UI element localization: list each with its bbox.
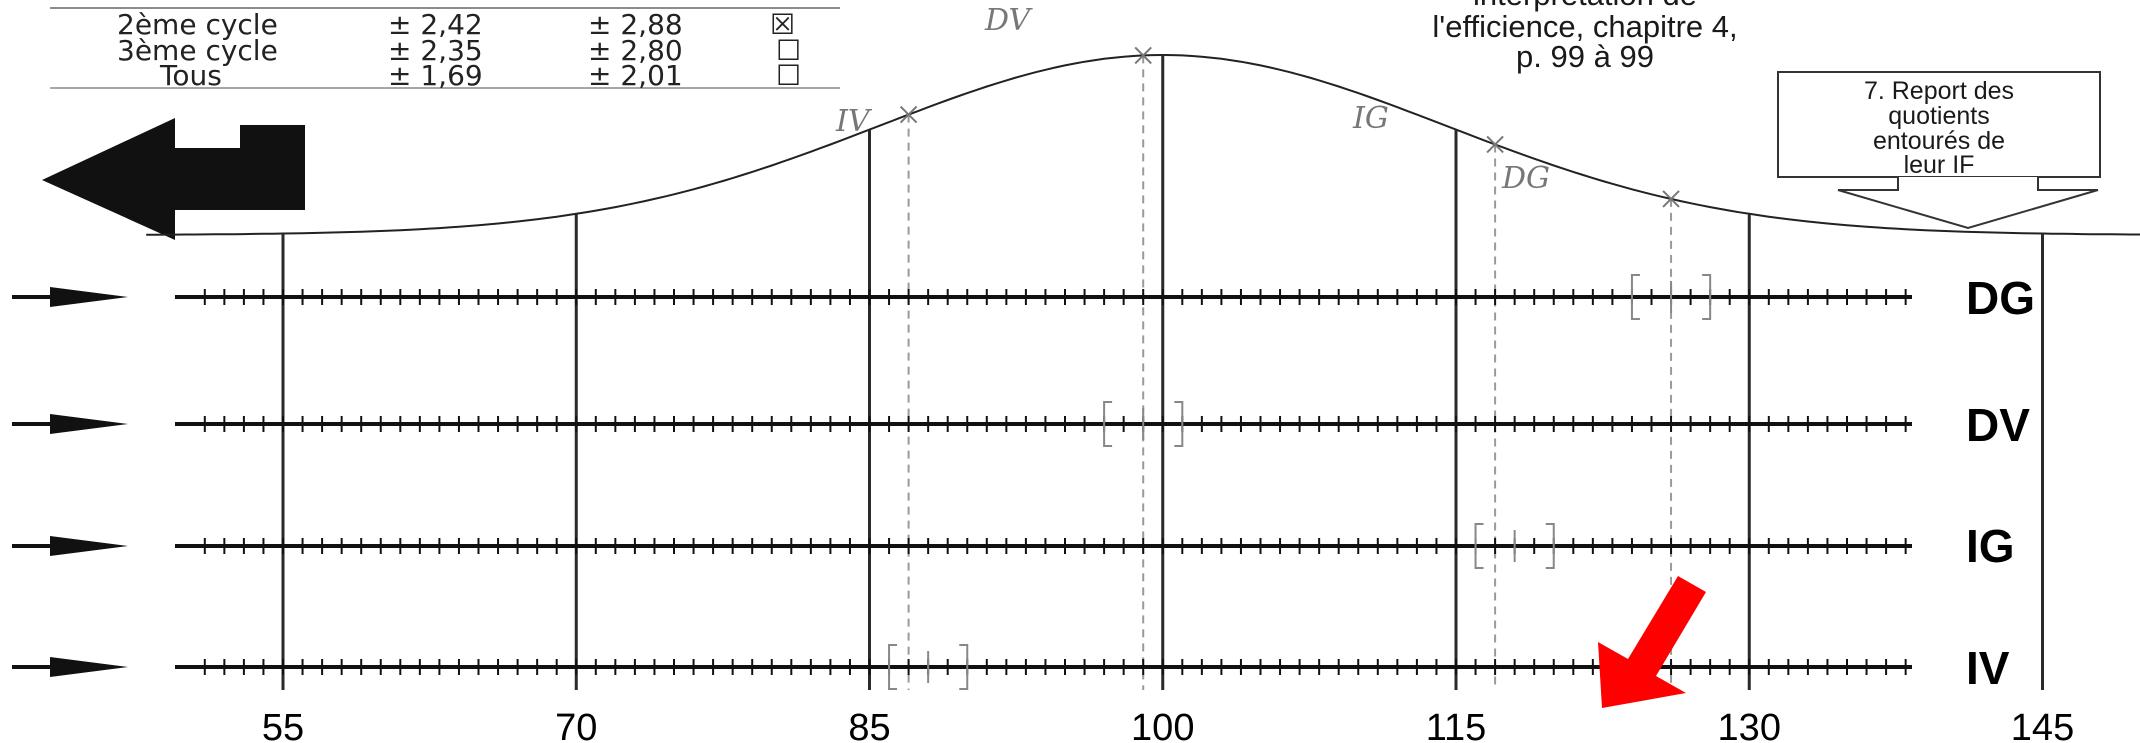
tick-label: 130 bbox=[1718, 707, 1781, 743]
curve-point-cross bbox=[1486, 135, 1504, 154]
red-pointer-arrow-icon bbox=[1598, 576, 1706, 708]
value-1: ± 2,35 bbox=[388, 34, 483, 67]
curve-point-cross bbox=[899, 105, 918, 124]
marker-ig bbox=[1474, 523, 1555, 569]
ruler-dv bbox=[175, 416, 1912, 432]
ruler-dg bbox=[175, 289, 1912, 305]
checkbox[interactable]: ☐ bbox=[776, 59, 801, 92]
report-line: leur IF bbox=[1904, 151, 1975, 179]
checkbox[interactable]: ☐ bbox=[776, 34, 801, 67]
row-label-ig: IG bbox=[1966, 520, 2015, 572]
value-2: ± 2,88 bbox=[588, 8, 683, 41]
report-line: 7. Report des bbox=[1864, 77, 2014, 105]
marker-dv bbox=[1103, 401, 1184, 447]
row-label: 3ème cycle bbox=[117, 34, 278, 67]
row-label-iv: IV bbox=[1966, 642, 2010, 694]
note-line: interprétation de bbox=[1473, 0, 1697, 12]
row-label: Tous bbox=[159, 59, 222, 92]
marker-iv bbox=[888, 644, 969, 690]
curve-point-cross bbox=[1134, 46, 1152, 65]
report-box: 7. Report des quotients entourés de leur… bbox=[1777, 71, 2101, 230]
pencil-guides bbox=[899, 46, 1680, 690]
row-rulers bbox=[175, 289, 1912, 675]
score-markers bbox=[888, 274, 1712, 690]
row-pointer-arrow-icon bbox=[12, 536, 128, 556]
row-pointer-arrow-icon bbox=[12, 657, 128, 677]
tick-label: 85 bbox=[848, 707, 890, 743]
row-pointers bbox=[12, 287, 128, 677]
note-line: l'efficience, chapitre 4, bbox=[1432, 9, 1737, 44]
tick-label: 100 bbox=[1131, 707, 1194, 743]
scale-tick-labels: 55 70 85 100 115 130 145 bbox=[262, 707, 2074, 743]
row-label-dv: DV bbox=[1966, 399, 2030, 451]
table-row: Tous ± 1,69 ± 2,01 ☐ bbox=[159, 59, 801, 92]
table-row: 3ème cycle ± 2,35 ± 2,80 ☐ bbox=[117, 34, 801, 67]
ruler-ig bbox=[175, 538, 1912, 554]
handwritten-annotations: DV IV IG DG bbox=[835, 3, 1550, 196]
value-2: ± 2,80 bbox=[588, 34, 683, 67]
value-2: ± 2,01 bbox=[588, 59, 683, 92]
report-line: entourés de bbox=[1873, 127, 2005, 155]
annotation-dv: DV bbox=[984, 3, 1034, 38]
row-pointer-arrow-icon bbox=[12, 414, 128, 434]
table-row: 2ème cycle ± 2,42 ± 2,88 ☒ bbox=[117, 8, 795, 41]
cycle-table: 2ème cycle ± 2,42 ± 2,88 ☒ 3ème cycle ± … bbox=[50, 7, 840, 92]
tick-label: 55 bbox=[262, 707, 304, 743]
report-line: quotients bbox=[1888, 102, 1989, 130]
curve-point-cross bbox=[1662, 190, 1680, 208]
marker-dg bbox=[1630, 274, 1712, 320]
annotation-iv: IV bbox=[835, 104, 873, 139]
value-1: ± 1,69 bbox=[388, 59, 483, 92]
annotation-ig: IG bbox=[1352, 101, 1389, 136]
tick-label: 115 bbox=[1426, 707, 1487, 743]
checkbox[interactable]: ☒ bbox=[770, 8, 795, 41]
row-labels: DG DV IG IV bbox=[1966, 272, 2035, 694]
note-line: p. 99 à 99 bbox=[1516, 39, 1654, 74]
row-label-dg: DG bbox=[1966, 272, 2035, 324]
value-1: ± 2,42 bbox=[388, 8, 483, 41]
tick-label: 145 bbox=[2011, 707, 2074, 743]
efficience-note: interprétation de l'efficience, chapitre… bbox=[1432, 0, 1737, 74]
row-label: 2ème cycle bbox=[117, 8, 278, 41]
annotation-dg: DG bbox=[1501, 161, 1550, 196]
tick-label: 70 bbox=[555, 707, 597, 743]
down-arrow-icon bbox=[1837, 177, 2099, 230]
row-pointer-arrow-icon bbox=[12, 287, 128, 307]
return-arrow-icon bbox=[42, 118, 305, 240]
